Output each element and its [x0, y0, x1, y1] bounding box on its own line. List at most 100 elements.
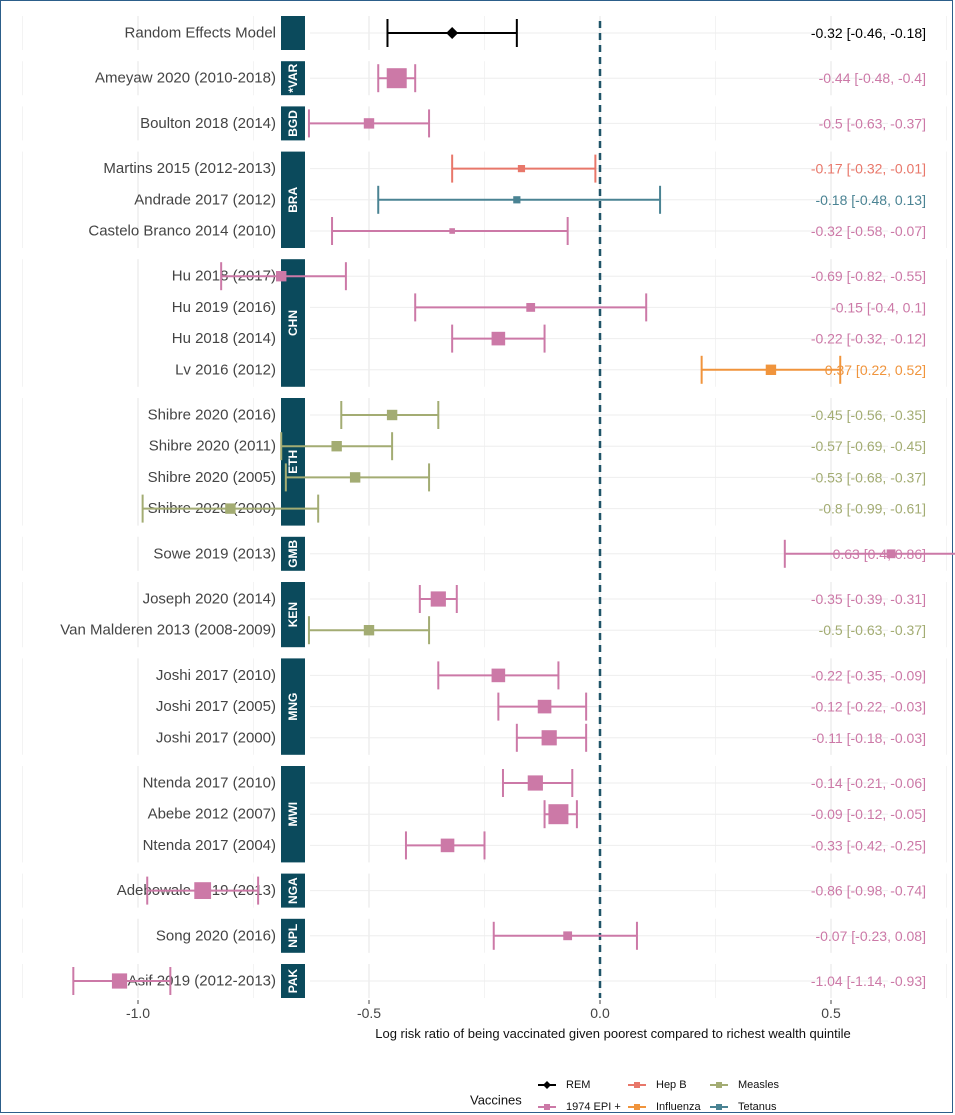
country-code-label: GMB — [286, 539, 300, 567]
country-strip — [281, 873, 305, 908]
country-strip — [281, 106, 305, 141]
ci-text: -0.35 [-0.39, -0.31] — [811, 591, 926, 607]
x-tick-label: 0.0 — [590, 1005, 610, 1021]
study-label: Shibre 2020 (2016) — [148, 407, 276, 424]
point-estimate — [363, 625, 375, 636]
legend-title: Vaccines — [470, 1093, 522, 1108]
study-label: Hu 2018 (2014) — [172, 330, 276, 347]
country-strip — [281, 151, 305, 248]
country-strip — [281, 964, 305, 998]
ci-text: -0.14 [-0.21, -0.06] — [811, 775, 926, 791]
study-label: Joseph 2020 (2014) — [143, 591, 276, 608]
ci-text: -0.5 [-0.63, -0.37] — [819, 115, 926, 131]
ci-text: -0.18 [-0.48, 0.13] — [815, 192, 926, 208]
ci-text: 0.63 [0.4, 0.86] — [833, 546, 926, 562]
legend-key-marker — [634, 1104, 640, 1110]
study-label: Hu 2019 (2016) — [172, 299, 276, 316]
ci-text: 0.37 [0.22, 0.52] — [825, 362, 926, 378]
legend-key-marker — [716, 1104, 722, 1110]
country-code-label: NPL — [286, 924, 300, 948]
ci-text: -0.45 [-0.56, -0.35] — [811, 407, 926, 423]
ci-text: -0.53 [-0.68, -0.37] — [811, 469, 926, 485]
point-estimate — [430, 591, 446, 607]
ci-text: -0.07 [-0.23, 0.08] — [815, 928, 926, 944]
country-code-label: CHN — [286, 310, 300, 336]
country-code-label: BRA — [286, 186, 300, 212]
country-code-label: ETH — [286, 450, 300, 474]
point-estimate — [111, 973, 128, 989]
point-estimate-diamond — [446, 27, 459, 39]
point-estimate — [513, 196, 521, 204]
ci-text: -0.22 [-0.35, -0.09] — [811, 667, 926, 683]
x-tick-label: -1.0 — [126, 1005, 150, 1021]
point-estimate — [491, 331, 506, 346]
point-estimate — [331, 441, 342, 452]
study-label: Ntenda 2017 (2004) — [143, 837, 276, 854]
study-label: Lv 2016 (2012) — [175, 361, 276, 378]
point-estimate — [349, 472, 361, 483]
study-label: Joshi 2017 (2010) — [156, 667, 276, 684]
point-estimate — [194, 882, 212, 899]
point-estimate — [548, 804, 569, 825]
study-label: Van Malderen 2013 (2008-2009) — [60, 622, 276, 639]
point-estimate — [765, 364, 777, 375]
point-estimate — [386, 68, 407, 89]
point-estimate — [527, 775, 543, 791]
country-strip — [281, 766, 305, 863]
study-label: Joshi 2017 (2005) — [156, 698, 276, 715]
study-label: Sowe 2019 (2013) — [153, 545, 276, 562]
ci-text: -0.09 [-0.12, -0.05] — [811, 806, 926, 822]
legend-item-label: Measles — [738, 1079, 779, 1091]
country-strip — [281, 398, 305, 526]
ci-text: -0.32 [-0.46, -0.18] — [811, 25, 926, 41]
legend-key-marker — [543, 1081, 551, 1089]
country-code-label: KEN — [286, 602, 300, 627]
study-label: Martins 2015 (2012-2013) — [103, 160, 276, 177]
country-code-label: BGD — [286, 110, 300, 137]
country-strip — [281, 61, 305, 96]
study-label: Shibre 2020 (2011) — [149, 438, 276, 455]
ci-text: -0.17 [-0.32, -0.01] — [811, 161, 926, 177]
x-tick-label: -0.5 — [357, 1005, 381, 1021]
study-label: Andrade 2017 (2012) — [134, 191, 276, 208]
ci-text: -0.5 [-0.63, -0.37] — [819, 622, 926, 638]
country-code-label: NGA — [286, 877, 300, 904]
study-label: Song 2020 (2016) — [156, 927, 276, 944]
point-estimate — [386, 409, 398, 421]
point-estimate — [563, 931, 573, 941]
legend-item-label: Tetanus — [738, 1101, 777, 1113]
ci-text: -0.15 [-0.4, 0.1] — [831, 299, 926, 315]
country-code-label: MNG — [286, 693, 300, 721]
study-label: Ameyaw 2020 (2010-2018) — [95, 70, 276, 87]
point-estimate — [491, 668, 506, 683]
point-estimate — [541, 730, 557, 746]
legend-item-label: Hep B — [656, 1079, 687, 1091]
legend-key-marker — [634, 1082, 640, 1088]
country-code-label: *VAR — [286, 63, 300, 92]
study-label: Shibre 2020 (2005) — [148, 469, 276, 486]
ci-text: -0.69 [-0.82, -0.55] — [811, 268, 926, 284]
point-estimate — [517, 165, 526, 173]
point-estimate — [225, 503, 236, 514]
study-label: Boulton 2018 (2014) — [140, 115, 276, 132]
point-estimate — [449, 228, 455, 234]
country-strip — [281, 536, 305, 571]
study-label: Castelo Branco 2014 (2010) — [88, 223, 276, 240]
country-strip — [281, 658, 305, 755]
ci-text: -0.8 [-0.99, -0.61] — [819, 501, 926, 517]
country-strip — [281, 918, 305, 953]
ci-text: -0.12 [-0.22, -0.03] — [811, 699, 926, 715]
ci-text: -0.22 [-0.32, -0.12] — [811, 331, 926, 347]
legend-item-label: REM — [566, 1079, 590, 1091]
study-label: Asif 2019 (2012-2013) — [128, 973, 276, 990]
point-estimate — [526, 303, 536, 312]
x-tick-label: 0.5 — [821, 1005, 841, 1021]
ci-text: -0.32 [-0.58, -0.07] — [811, 223, 926, 239]
country-strip — [281, 582, 305, 648]
ci-text: -0.86 [-0.98, -0.74] — [811, 883, 926, 899]
point-estimate — [276, 271, 287, 282]
study-label: Random Effects Model — [125, 25, 276, 42]
ci-text: -1.04 [-1.14, -0.93] — [811, 973, 926, 989]
